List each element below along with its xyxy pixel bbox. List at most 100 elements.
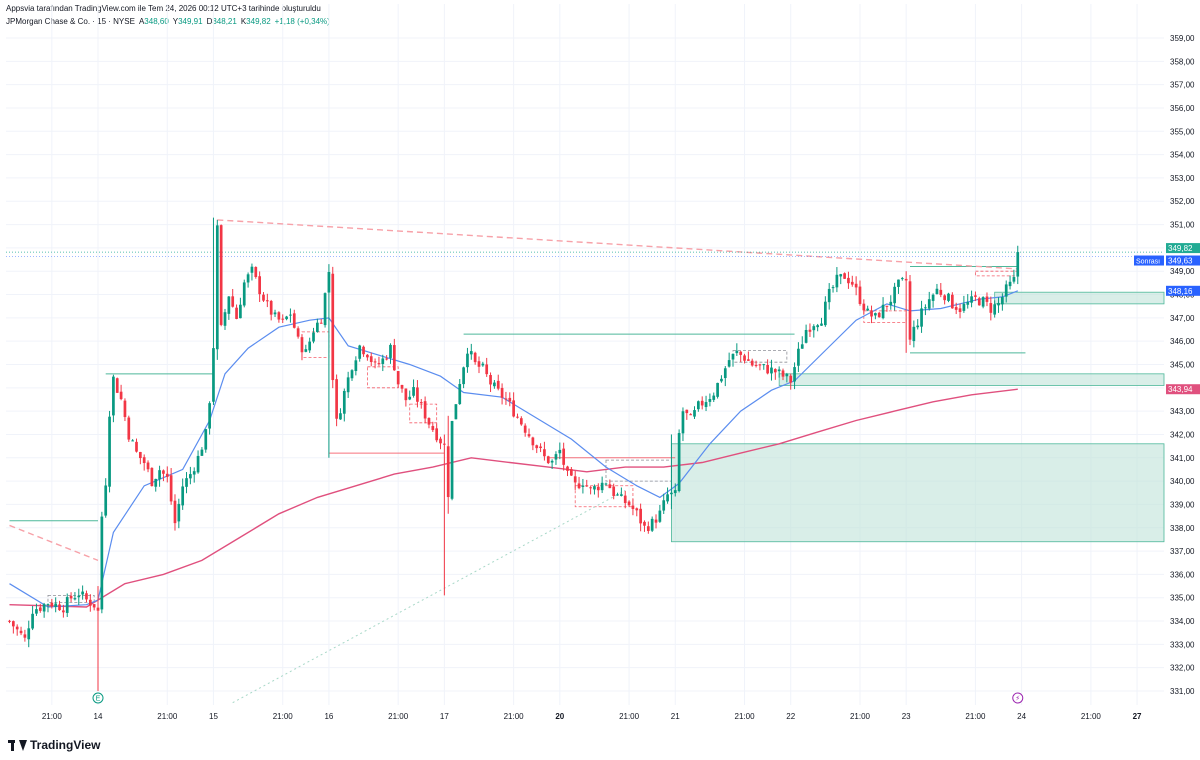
candle-body — [377, 363, 381, 365]
candle-body — [42, 604, 46, 612]
candle-body — [927, 299, 931, 309]
x-tick-label: 21:00 — [619, 712, 640, 721]
symbol-name[interactable]: JPMorgan Chase & Co. · 15 · NYSE — [6, 17, 135, 26]
candle-body — [350, 370, 354, 379]
candle-body — [831, 287, 835, 289]
candle-body — [777, 369, 781, 372]
y-tick-label: 357,00 — [1170, 81, 1195, 90]
x-tick-label: 21 — [671, 712, 680, 721]
candle-body — [773, 369, 777, 373]
candle-body — [612, 486, 616, 496]
candle-body — [850, 281, 854, 285]
x-tick-label: 14 — [94, 712, 103, 721]
candle-body — [481, 363, 485, 366]
trendline-support-dotted — [232, 489, 626, 704]
candle-body — [689, 414, 693, 416]
price-label-bg — [1166, 285, 1200, 296]
candle-body — [427, 418, 431, 425]
dashed-box-bullish — [47, 594, 95, 603]
candle-body — [312, 332, 315, 342]
candle-body — [762, 364, 766, 366]
dashed-box-bearish — [574, 485, 634, 508]
event-markers: E ⚡ — [92, 692, 1024, 704]
candle-body — [250, 266, 254, 273]
candle-body — [400, 384, 404, 389]
drawing-lines — [6, 219, 1164, 704]
x-tick-label: 20 — [555, 712, 564, 721]
candle-body — [69, 595, 73, 599]
candle-body — [931, 294, 935, 301]
candle-body — [781, 370, 785, 377]
y-tick-label: 349,00 — [1170, 267, 1195, 276]
high-label: Y — [172, 17, 179, 26]
candle-body — [369, 356, 373, 363]
candle-body — [385, 358, 388, 360]
ohlc-values: A348,60 Y349,91 D348,21 K349,82 +1,18 (+… — [139, 17, 330, 26]
candle-body — [327, 271, 331, 293]
candle-body — [435, 428, 439, 441]
x-tick-label: 21:00 — [42, 712, 63, 721]
candle-body — [100, 516, 104, 610]
candle-body — [577, 483, 581, 489]
y-tick-label: 333,00 — [1170, 640, 1195, 649]
candle-body — [854, 283, 858, 288]
post-market-tag: Sonrası — [1136, 259, 1160, 266]
candle-body — [573, 476, 577, 483]
candle-body — [650, 518, 654, 531]
candle-body — [708, 399, 712, 402]
candle-body — [631, 505, 635, 509]
candle-body — [508, 397, 512, 402]
candle-body — [127, 417, 131, 440]
candle-body — [81, 591, 84, 595]
candle-body — [158, 470, 161, 480]
candle-body — [392, 345, 396, 371]
y-tick-label: 355,00 — [1170, 127, 1195, 136]
candle-body — [839, 274, 843, 277]
tradingview-logo[interactable]: TradingView — [8, 738, 100, 752]
demand-zones — [671, 291, 1165, 543]
candle-body — [600, 482, 604, 491]
candle-body — [789, 375, 793, 383]
candle-body — [189, 474, 192, 479]
candle-body — [727, 360, 731, 367]
candle-body — [281, 318, 285, 320]
candle-body — [519, 418, 523, 425]
candle-body — [693, 410, 696, 417]
candle-body — [900, 278, 904, 280]
grid-lines — [6, 4, 1164, 705]
candle-body — [666, 494, 669, 502]
candle-body — [131, 440, 134, 442]
candle-body — [924, 307, 927, 309]
candle-body — [192, 471, 196, 475]
post-market-tag-bg — [1134, 255, 1164, 266]
candle-body — [404, 388, 408, 401]
candle-body — [866, 308, 870, 311]
candle-body — [454, 404, 458, 420]
candle-body — [162, 470, 165, 474]
price-labels: 349,82 349,63 348,16 343,94 Sonrası — [1134, 243, 1200, 395]
y-tick-label: 341,00 — [1170, 454, 1195, 463]
candle-body — [277, 312, 281, 320]
candle-body — [123, 400, 127, 418]
x-tick-label: 21:00 — [504, 712, 525, 721]
candle-body — [662, 500, 666, 511]
candle-body — [181, 486, 185, 506]
candle-body — [215, 225, 219, 350]
candle-body — [88, 599, 92, 606]
y-tick-label: 343,00 — [1170, 407, 1195, 416]
candle-body — [977, 298, 981, 306]
candle-body — [31, 613, 34, 629]
candle-body — [870, 310, 873, 317]
candle-body — [419, 402, 423, 404]
candle-body — [273, 312, 277, 315]
candle-body — [658, 510, 662, 522]
candle-body — [15, 626, 19, 630]
candle-body — [881, 304, 885, 319]
candle-body — [185, 478, 188, 487]
candle-body — [323, 293, 327, 326]
candle-body — [985, 296, 989, 302]
candle-body — [289, 314, 292, 316]
symbol-legend[interactable]: JPMorgan Chase & Co. · 15 · NYSE A348,60… — [6, 17, 330, 26]
candle-body — [950, 294, 954, 309]
